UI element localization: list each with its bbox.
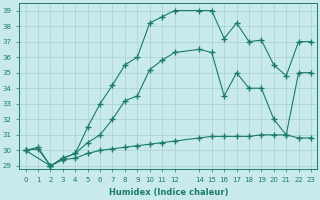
X-axis label: Humidex (Indice chaleur): Humidex (Indice chaleur) <box>108 188 228 197</box>
